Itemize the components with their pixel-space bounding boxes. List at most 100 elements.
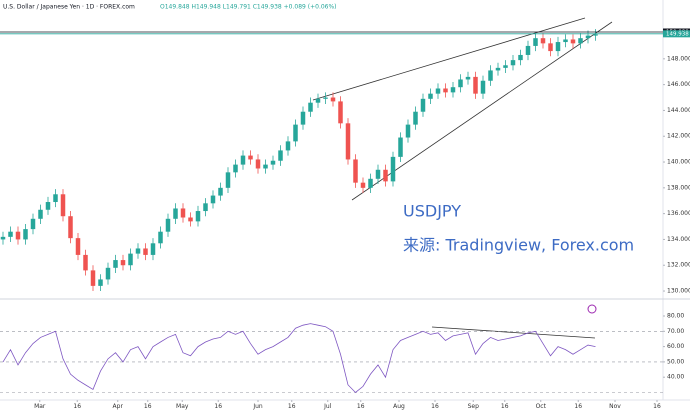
y-tick-label: 144.000: [667, 107, 690, 114]
x-tick-label: Nov: [609, 403, 621, 410]
x-tick-label: Sep: [468, 403, 480, 410]
candle-body: [510, 60, 516, 66]
candle-body: [330, 97, 336, 102]
candle-body: [180, 208, 186, 218]
ohlc-readout: O149.848 H149.948 L149.791 C149.938 +0.0…: [160, 4, 337, 11]
candle-body: [83, 254, 88, 271]
candle-body: [315, 98, 321, 103]
candle-body: [533, 38, 538, 46]
candle-body: [390, 156, 396, 182]
candle-body: [563, 39, 568, 43]
candle-body: [593, 34, 598, 36]
candle-body: [518, 54, 523, 61]
y-tick-label: 136.000: [667, 210, 690, 217]
candle-body: [480, 80, 486, 94]
annotation-source: 来源: Tradingview, Forex.com: [403, 236, 634, 255]
candle-body: [120, 260, 126, 266]
y-tick-label: 140.000: [667, 159, 690, 166]
candle-body: [465, 76, 471, 80]
candle-body: [413, 111, 418, 125]
candle-body: [8, 231, 13, 237]
candle-body: [135, 248, 141, 254]
annotation-symbol: USDJPY: [403, 202, 461, 221]
candle-body: [75, 238, 81, 255]
x-tick-label: Mar: [34, 403, 46, 410]
candle-body: [270, 160, 276, 165]
candle-body: [218, 187, 223, 196]
candle-body: [263, 164, 268, 169]
rsi-line: [2, 323, 596, 394]
candle-body: [473, 76, 478, 94]
candle-body: [570, 39, 576, 44]
candle-body: [323, 97, 328, 99]
candle-body: [0, 236, 6, 240]
x-tick-label: 16: [501, 403, 509, 410]
candle-body: [540, 38, 546, 44]
rsi-divergence-line: [431, 326, 596, 339]
candle-body: [293, 124, 298, 142]
y-tick-label: 142.000: [667, 133, 690, 140]
candle-body: [458, 79, 463, 88]
candle-body: [30, 218, 36, 230]
y-tick-label: 40.00: [667, 374, 684, 381]
candle-body: [210, 195, 216, 204]
candle-body: [225, 172, 231, 188]
candle-body: [443, 88, 448, 93]
y-tick-label: 130.000: [667, 288, 690, 295]
candle-body: [420, 98, 426, 112]
x-tick-label: Aug: [393, 403, 405, 410]
price-label: 149.938: [666, 31, 689, 37]
candle-body: [398, 137, 403, 157]
y-tick-label: 60.00: [667, 343, 684, 350]
y-tick-label: 146.000: [667, 81, 690, 88]
y-tick-label: 138.000: [667, 184, 690, 191]
y-tick-label: 134.000: [667, 236, 690, 243]
candle-body: [585, 35, 591, 39]
x-tick-label: Jun: [252, 403, 263, 410]
candle-body: [435, 88, 441, 94]
candle-body: [338, 101, 343, 124]
x-tick-label: 16: [574, 403, 582, 410]
candle-body: [105, 267, 111, 280]
x-tick-label: Oct: [536, 403, 547, 410]
candle-body: [503, 65, 508, 68]
candle-body: [353, 159, 358, 183]
price-label-box: [663, 30, 690, 38]
candle-body: [98, 279, 103, 286]
x-tick-label: 16: [144, 403, 152, 410]
candle-body: [60, 194, 66, 217]
y-tick-label: 132.000: [667, 262, 690, 269]
candle-body: [68, 216, 73, 239]
candle-body: [23, 229, 28, 240]
candle-body: [195, 211, 201, 222]
y-tick-label: 148.000: [667, 55, 690, 62]
candle-body: [428, 93, 433, 99]
candle-body: [383, 169, 388, 182]
candle-body: [248, 155, 253, 160]
event-icon[interactable]: [587, 304, 597, 314]
candle-body: [113, 260, 118, 268]
candle-body: [203, 203, 208, 212]
y-tick-label: 80.00: [667, 313, 684, 320]
candle-body: [555, 42, 561, 52]
candle-body: [285, 141, 291, 151]
y-tick-label: 50.00: [667, 358, 684, 365]
candle-body: [278, 150, 283, 161]
candle-body: [143, 248, 148, 255]
candle-body: [38, 209, 43, 219]
trend-line-lower: [351, 21, 613, 201]
candle-body: [158, 231, 163, 244]
candle-body: [405, 124, 411, 138]
candle-body: [173, 208, 178, 219]
candle-body: [240, 155, 246, 165]
candle-body: [495, 67, 501, 71]
candle-body: [90, 270, 96, 286]
candle-body: [45, 202, 51, 210]
candle-body: [345, 123, 351, 160]
candle-body: [150, 243, 156, 255]
x-tick-label: 16: [357, 403, 365, 410]
candle-body: [188, 217, 193, 222]
candle-body: [488, 70, 493, 81]
